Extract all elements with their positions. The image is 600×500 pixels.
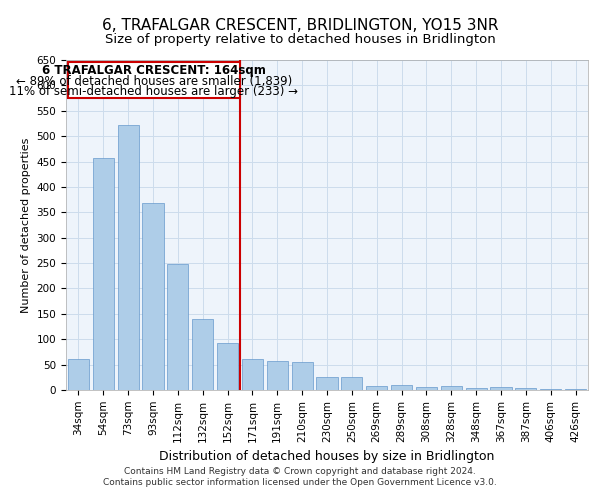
Bar <box>292 362 313 390</box>
Bar <box>93 158 114 390</box>
Text: Size of property relative to detached houses in Bridlington: Size of property relative to detached ho… <box>104 32 496 46</box>
Bar <box>540 389 561 390</box>
Bar <box>118 126 139 390</box>
Bar <box>341 378 362 390</box>
Y-axis label: Number of detached properties: Number of detached properties <box>21 138 31 312</box>
Bar <box>142 203 164 390</box>
Text: 11% of semi-detached houses are larger (233) →: 11% of semi-detached houses are larger (… <box>10 86 298 98</box>
Text: ← 89% of detached houses are smaller (1,839): ← 89% of detached houses are smaller (1,… <box>16 75 292 88</box>
Bar <box>391 385 412 390</box>
Bar <box>366 386 387 390</box>
Text: Contains HM Land Registry data © Crown copyright and database right 2024.: Contains HM Land Registry data © Crown c… <box>124 467 476 476</box>
Text: Contains public sector information licensed under the Open Government Licence v3: Contains public sector information licen… <box>103 478 497 487</box>
Bar <box>242 358 263 390</box>
Bar <box>416 388 437 390</box>
FancyBboxPatch shape <box>68 62 240 98</box>
X-axis label: Distribution of detached houses by size in Bridlington: Distribution of detached houses by size … <box>160 450 494 463</box>
Text: 6, TRAFALGAR CRESCENT, BRIDLINGTON, YO15 3NR: 6, TRAFALGAR CRESCENT, BRIDLINGTON, YO15… <box>102 18 498 32</box>
Bar <box>192 319 213 390</box>
Bar <box>466 388 487 390</box>
Bar <box>167 264 188 390</box>
Bar <box>68 358 89 390</box>
Bar <box>490 388 512 390</box>
Text: 6 TRAFALGAR CRESCENT: 164sqm: 6 TRAFALGAR CRESCENT: 164sqm <box>42 64 266 77</box>
Bar <box>441 386 462 390</box>
Bar <box>217 343 238 390</box>
Bar <box>267 361 288 390</box>
Bar <box>316 378 338 390</box>
Bar <box>515 388 536 390</box>
Bar <box>565 389 586 390</box>
